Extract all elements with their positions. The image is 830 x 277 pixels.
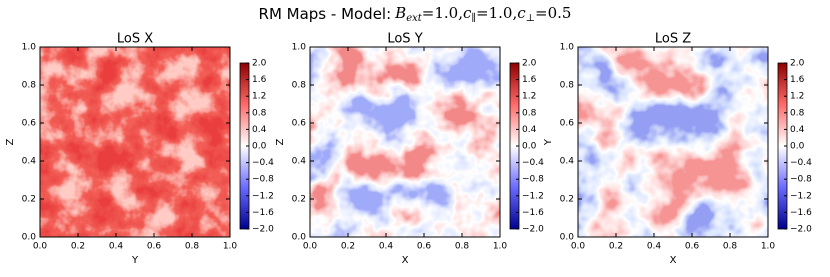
panel-title: LoS X <box>117 32 153 47</box>
colorbar-tick-label: 0.8 <box>790 108 805 118</box>
colorbar-tick-label: 0.0 <box>522 142 537 152</box>
y-tick-label: 0.0 <box>292 233 307 243</box>
plot-frame <box>577 46 769 238</box>
colorbar-tick-label: −1.6 <box>522 208 544 218</box>
colorbar-tick-label: −1.6 <box>252 208 274 218</box>
x-tick-label: 0.8 <box>185 242 200 252</box>
colorbar-tick-label: −2.0 <box>790 225 812 235</box>
x-tick-label: 0.8 <box>455 242 470 252</box>
colorbar-tick-label: −1.2 <box>522 191 544 201</box>
plot-frame <box>309 46 501 238</box>
colorbar-tick-label: −2.0 <box>522 225 544 235</box>
y-tick-label: 0.6 <box>22 119 37 129</box>
param-symbol: B <box>394 4 406 22</box>
x-tick-label: 0.0 <box>303 242 318 252</box>
x-tick-label: 0.8 <box>723 242 738 252</box>
colorbar-tick-label: 0.8 <box>522 108 537 118</box>
colorbar-tick-label: 0.8 <box>252 108 267 118</box>
y-tick-label: 0.0 <box>22 233 37 243</box>
param-symbol: c <box>463 4 472 22</box>
y-axis-label: Y <box>543 138 554 146</box>
colorbar-tick-label: −0.4 <box>522 158 544 168</box>
colorbar-tick-label: 0.0 <box>252 142 267 152</box>
y-tick-label: 0.4 <box>22 157 37 167</box>
colorbar-tick-label: 1.2 <box>790 92 804 102</box>
colorbar-tick-label: −0.4 <box>252 158 274 168</box>
colorbar-tick-label: 0.4 <box>790 125 805 135</box>
figure-title: RM Maps - Model: Bext=1.0,c∥=1.0,c⊥=0.5 <box>259 4 572 24</box>
y-tick-label: 0.4 <box>292 157 307 167</box>
y-tick-label: 0.8 <box>560 81 575 91</box>
x-tick-label: 0.2 <box>341 242 355 252</box>
x-tick-label: 1.0 <box>493 242 508 252</box>
x-tick-label: 1.0 <box>223 242 238 252</box>
colorbar-tick-label: −0.8 <box>790 175 812 185</box>
y-axis-label: Z <box>275 138 286 145</box>
param-subscript: ext <box>406 13 423 24</box>
param-value: =0.5 <box>535 4 571 22</box>
param-value: =1.0, <box>476 4 517 22</box>
y-tick-label: 0.6 <box>560 119 575 129</box>
colorbar-tick-label: 2.0 <box>252 59 267 69</box>
y-tick-label: 0.6 <box>292 119 307 129</box>
x-tick-label: 0.6 <box>417 242 432 252</box>
heatmap-field <box>578 47 768 237</box>
y-axis-label: Z <box>5 138 16 145</box>
x-tick-label: 0.2 <box>609 242 623 252</box>
x-tick-label: 1.0 <box>761 242 776 252</box>
colorbar-tick-label: −1.2 <box>252 191 274 201</box>
x-tick-label: 0.0 <box>571 242 586 252</box>
param-value: =1.0, <box>422 4 463 22</box>
y-tick-label: 0.2 <box>560 195 574 205</box>
y-tick-label: 0.0 <box>560 233 575 243</box>
colorbar-tick-label: 0.4 <box>522 125 537 135</box>
colorbar-tick-label: 1.6 <box>522 75 537 85</box>
x-axis-label: X <box>402 255 409 266</box>
colorbar-tick-label: −0.4 <box>790 158 812 168</box>
colorbar-tick-label: 0.4 <box>252 125 267 135</box>
x-tick-label: 0.4 <box>379 242 394 252</box>
heatmap-field <box>40 47 230 237</box>
colorbar-tick-label: 1.6 <box>790 75 805 85</box>
x-tick-label: 0.6 <box>685 242 700 252</box>
heatmap-field <box>310 47 500 237</box>
colorbar-tick-label: 0.0 <box>790 142 805 152</box>
colorbar-tick-label: −1.2 <box>790 191 812 201</box>
colorbar-tick-label: 1.6 <box>252 75 267 85</box>
colorbar-tick-label: 1.2 <box>522 92 536 102</box>
x-axis-label: Y <box>131 255 139 266</box>
title-text: RM Maps - Model: <box>259 5 392 23</box>
y-tick-label: 0.2 <box>292 195 306 205</box>
colorbar-tick-label: −0.8 <box>522 175 544 185</box>
y-tick-label: 1.0 <box>22 43 37 53</box>
colorbar-tick-label: 2.0 <box>522 59 537 69</box>
y-tick-label: 1.0 <box>560 43 575 53</box>
x-tick-label: 0.4 <box>109 242 124 252</box>
x-tick-label: 0.6 <box>147 242 162 252</box>
y-tick-label: 0.8 <box>22 81 37 91</box>
param-subscript: ⊥ <box>526 13 535 24</box>
panel-title: LoS Y <box>387 32 422 47</box>
x-tick-label: 0.4 <box>647 242 662 252</box>
x-axis-label: X <box>670 255 677 266</box>
colorbar-tick-label: −0.8 <box>252 175 274 185</box>
colorbar-tick-label: −2.0 <box>252 225 274 235</box>
x-tick-label: 0.0 <box>33 242 48 252</box>
plot-frame <box>39 46 231 238</box>
x-tick-label: 0.2 <box>71 242 85 252</box>
y-tick-label: 1.0 <box>292 43 307 53</box>
y-tick-label: 0.8 <box>292 81 307 91</box>
colorbar-tick-label: −1.6 <box>790 208 812 218</box>
colorbar-tick-label: 2.0 <box>790 59 805 69</box>
colorbar-tick-label: 1.2 <box>252 92 266 102</box>
y-tick-label: 0.2 <box>22 195 36 205</box>
param-subscript: ∥ <box>471 12 476 24</box>
y-tick-label: 0.4 <box>560 157 575 167</box>
panel-title: LoS Z <box>655 32 691 47</box>
param-symbol: c <box>517 4 526 22</box>
